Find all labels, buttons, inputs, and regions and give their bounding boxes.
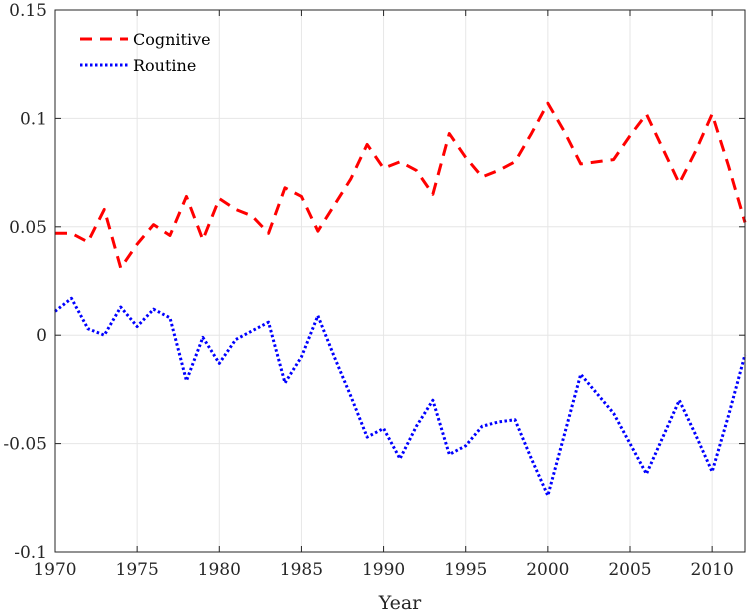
legend: Cognitive Routine — [80, 30, 211, 75]
y-tick-label: 0.05 — [9, 218, 47, 238]
y-tick-label: 0 — [36, 326, 47, 346]
x-axis-ticks: 1970 1975 1980 1985 1990 1995 2000 2005 2010 — [33, 10, 734, 580]
series-line-routine — [54, 296, 747, 498]
y-tick-label: 0.15 — [9, 1, 47, 21]
x-tick-label: 1990 — [362, 560, 405, 580]
x-tick-label: 2000 — [526, 560, 569, 580]
y-tick-label: -0.1 — [14, 543, 47, 563]
y-tick-label: -0.05 — [3, 435, 47, 455]
plot-frame — [54, 9, 746, 553]
grid-lines — [54, 9, 745, 553]
y-tick-label: 0.1 — [20, 109, 47, 129]
x-tick-label: 1985 — [280, 560, 323, 580]
x-tick-label: 2010 — [691, 560, 734, 580]
legend-label-routine: Routine — [133, 56, 196, 75]
series-group — [54, 101, 747, 498]
x-tick-label: 2005 — [608, 560, 651, 580]
legend-label-cognitive: Cognitive — [133, 30, 211, 49]
x-tick-label: 1970 — [33, 560, 76, 580]
x-tick-label: 1980 — [198, 560, 241, 580]
y-axis-ticks: -0.1 -0.05 0 0.05 0.1 0.15 — [3, 1, 745, 563]
axes — [54, 9, 746, 553]
x-tick-label: 1975 — [116, 560, 159, 580]
x-tick-label: 1995 — [444, 560, 487, 580]
x-axis-label: Year — [378, 592, 422, 613]
series-line-cognitive — [55, 101, 747, 270]
